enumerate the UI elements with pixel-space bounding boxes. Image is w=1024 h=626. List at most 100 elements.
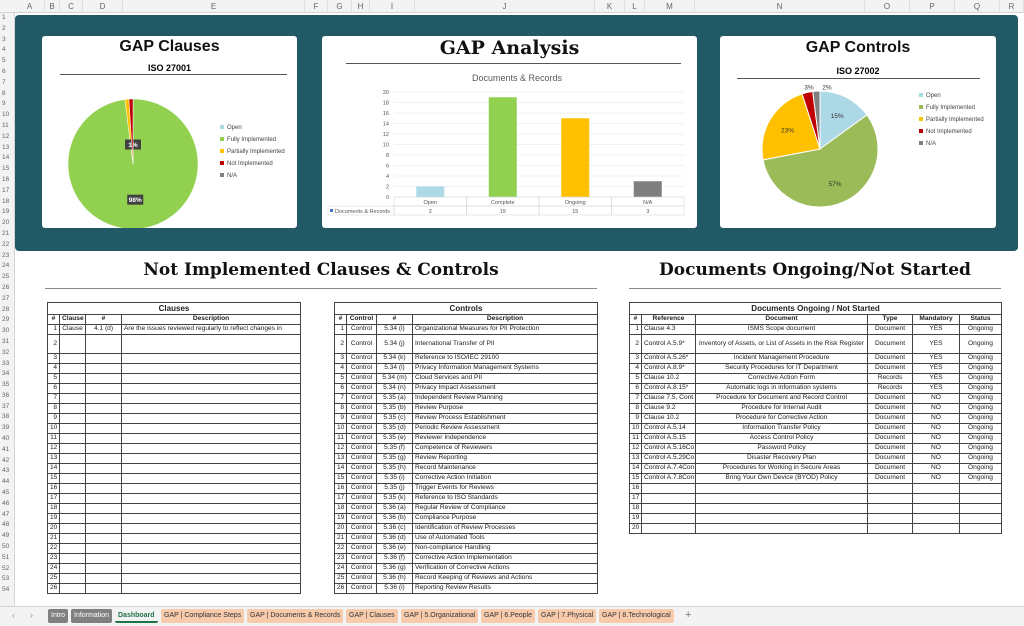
- table-cell[interactable]: [59, 473, 86, 484]
- table-cell[interactable]: Control: [346, 513, 377, 524]
- table-cell[interactable]: [912, 493, 960, 504]
- table-cell[interactable]: 20: [334, 523, 347, 534]
- table-cell[interactable]: 18: [47, 503, 60, 514]
- table-cell[interactable]: [121, 573, 301, 584]
- table-cell[interactable]: 3: [629, 353, 642, 364]
- table-cell[interactable]: 16: [334, 483, 347, 494]
- table-cell[interactable]: Control: [346, 523, 377, 534]
- row-header[interactable]: 17: [2, 186, 10, 194]
- table-cell[interactable]: Control A.5.29Co: [641, 453, 696, 464]
- row-header[interactable]: 46: [2, 499, 10, 507]
- table-cell[interactable]: Control: [346, 413, 377, 424]
- table-cell[interactable]: [121, 353, 301, 364]
- row-header[interactable]: 44: [2, 478, 10, 486]
- table-cell[interactable]: 11: [334, 433, 347, 444]
- table-cell[interactable]: 4: [629, 363, 642, 374]
- table-cell[interactable]: [121, 373, 301, 384]
- table-cell[interactable]: 22: [334, 543, 347, 554]
- gap-controls-chart[interactable]: GAP Controls ISO 27002 15% 57% 23% 3% 2% Open…: [720, 36, 996, 228]
- table-cell[interactable]: Document: [867, 423, 913, 434]
- table-cell[interactable]: [85, 523, 122, 534]
- table-cell[interactable]: Security Procedures for IT Department: [695, 363, 868, 374]
- table-cell[interactable]: 10: [334, 423, 347, 434]
- table-cell[interactable]: 11: [47, 433, 60, 444]
- table-cell[interactable]: Procedure for Corrective Action: [695, 413, 868, 424]
- table-cell[interactable]: Ongoing: [958, 453, 1003, 464]
- table-cell[interactable]: Periodic Review Assessment: [412, 423, 598, 434]
- table-cell[interactable]: 9: [47, 413, 60, 424]
- table-cell[interactable]: 3: [47, 353, 60, 364]
- table-cell[interactable]: Control: [346, 543, 377, 554]
- column-header-M[interactable]: M: [645, 0, 695, 13]
- table-cell[interactable]: Records: [867, 373, 913, 384]
- table-cell[interactable]: Document: [867, 334, 913, 354]
- row-header[interactable]: 53: [2, 575, 10, 583]
- table-cell[interactable]: Control: [346, 363, 377, 374]
- row-header[interactable]: 23: [2, 251, 10, 259]
- sheet-tab[interactable]: Information: [71, 609, 113, 623]
- table-cell[interactable]: [641, 523, 696, 534]
- table-cell[interactable]: Records: [867, 383, 913, 394]
- table-cell[interactable]: 8: [629, 403, 642, 414]
- table-cell[interactable]: 13: [629, 453, 642, 464]
- table-cell[interactable]: 7: [47, 393, 60, 404]
- table-cell[interactable]: [59, 533, 86, 544]
- table-cell[interactable]: [59, 453, 86, 464]
- table-cell[interactable]: 9: [334, 413, 347, 424]
- table-cell[interactable]: [121, 363, 301, 374]
- table-cell[interactable]: [121, 334, 301, 354]
- table-cell[interactable]: Control A.5.15: [641, 433, 696, 444]
- table-cell[interactable]: Regular Review of Compliance: [412, 503, 598, 514]
- table-cell[interactable]: 1: [47, 324, 60, 335]
- row-header[interactable]: 34: [2, 370, 10, 378]
- table-cell[interactable]: 1: [629, 324, 642, 335]
- table-cell[interactable]: [59, 353, 86, 364]
- table-cell[interactable]: [85, 493, 122, 504]
- table-cell[interactable]: 5: [334, 373, 347, 384]
- column-header-K[interactable]: K: [595, 0, 625, 13]
- row-header[interactable]: 27: [2, 294, 10, 302]
- table-cell[interactable]: Ongoing: [958, 443, 1003, 454]
- table-cell[interactable]: [695, 483, 868, 494]
- table-cell[interactable]: [121, 423, 301, 434]
- column-header-P[interactable]: P: [910, 0, 955, 13]
- table-cell[interactable]: 17: [47, 493, 60, 504]
- table-cell[interactable]: Procedure for Internal Audit: [695, 403, 868, 414]
- table-cell[interactable]: 21: [334, 533, 347, 544]
- column-header-A[interactable]: A: [15, 0, 45, 13]
- table-cell[interactable]: Information Transfer Policy: [695, 423, 868, 434]
- table-cell[interactable]: Procedures for Working in Secure Areas: [695, 463, 868, 474]
- row-header[interactable]: 21: [2, 229, 10, 237]
- table-cell[interactable]: 5.36 (b): [376, 513, 413, 524]
- table-cell[interactable]: [85, 583, 122, 594]
- table-cell[interactable]: 7: [629, 393, 642, 404]
- scroll-left-icon[interactable]: ‹: [12, 610, 15, 620]
- table-cell[interactable]: [958, 513, 1003, 524]
- row-header[interactable]: 49: [2, 532, 10, 540]
- table-cell[interactable]: [121, 443, 301, 454]
- table-cell[interactable]: Document: [867, 403, 913, 414]
- table-cell[interactable]: [59, 553, 86, 564]
- table-cell[interactable]: Control: [346, 443, 377, 454]
- table-cell[interactable]: [958, 503, 1003, 514]
- table-cell[interactable]: Document: [867, 463, 913, 474]
- row-header[interactable]: 15: [2, 165, 10, 173]
- table-cell[interactable]: Control: [346, 433, 377, 444]
- row-header[interactable]: 25: [2, 273, 10, 281]
- table-cell[interactable]: [958, 493, 1003, 504]
- column-header-N[interactable]: N: [695, 0, 865, 13]
- add-sheet-button[interactable]: +: [685, 609, 692, 621]
- row-header[interactable]: 24: [2, 262, 10, 270]
- table-cell[interactable]: [59, 423, 86, 434]
- table-cell[interactable]: [59, 334, 86, 354]
- table-cell[interactable]: [85, 483, 122, 494]
- table-cell[interactable]: Clause 10.2: [641, 373, 696, 384]
- column-header-D[interactable]: D: [83, 0, 123, 13]
- column-header-B[interactable]: B: [45, 0, 60, 13]
- row-header[interactable]: 22: [2, 240, 10, 248]
- row-header[interactable]: 7: [2, 78, 6, 86]
- table-cell[interactable]: 5.36 (i): [376, 583, 413, 594]
- table-cell[interactable]: 23: [47, 553, 60, 564]
- table-cell[interactable]: [85, 463, 122, 474]
- table-cell[interactable]: [641, 483, 696, 494]
